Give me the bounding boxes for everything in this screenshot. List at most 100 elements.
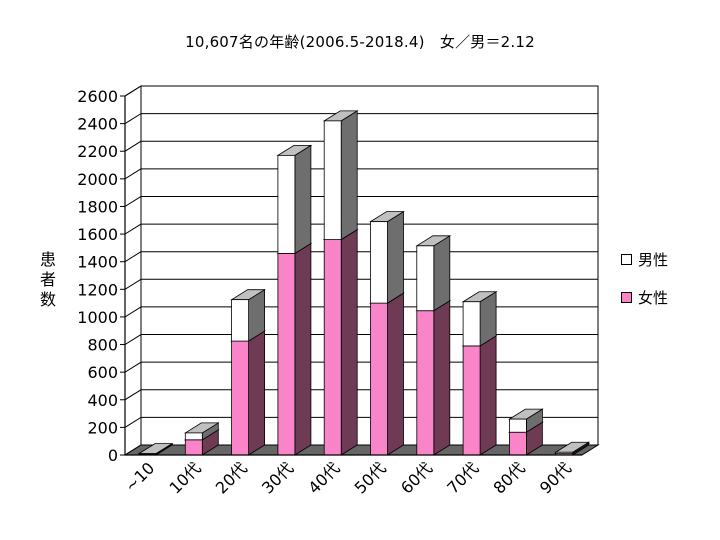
x-tick-label: 30代 [258, 458, 297, 497]
x-tick-label: 80代 [490, 458, 529, 497]
side-wall [124, 85, 142, 456]
x-tick-label: 60代 [397, 458, 436, 497]
gridline-side [124, 361, 142, 373]
bar-female-front [416, 310, 435, 456]
y-tick-label: 200 [87, 418, 118, 437]
bar-male-front [555, 451, 574, 455]
x-tick-label: ~10 [121, 458, 158, 495]
y-axis-label-text: 患者数 [39, 250, 56, 309]
bar-female-side [248, 330, 266, 456]
bar-male-front [462, 301, 481, 347]
x-tick-label: 50代 [351, 458, 390, 497]
bar-male-side [294, 144, 312, 255]
gridline-side [124, 223, 142, 235]
gridline-side [124, 306, 142, 318]
bar-female [230, 330, 266, 456]
bar-male-front [184, 432, 203, 441]
chart-walls [124, 85, 599, 456]
bar-male-front [323, 120, 342, 240]
y-tick-label: 2400 [77, 115, 118, 134]
bar-female-side [433, 299, 451, 456]
bar-male-side [387, 210, 404, 304]
bar-female-front [508, 431, 527, 456]
bar-male [230, 288, 266, 342]
bar-male-front [138, 453, 157, 455]
legend: 男性 女性 [621, 249, 668, 325]
gridline-side [124, 416, 142, 428]
bar-female-side [387, 292, 404, 456]
x-tick-label: 90代 [536, 458, 575, 497]
bar-female [461, 335, 498, 456]
bar-male [137, 442, 174, 456]
back-wall [140, 85, 599, 446]
y-tick-label: 1800 [77, 197, 118, 216]
bar-male [369, 210, 405, 304]
gridline-side [124, 278, 142, 290]
bar-female-front [231, 340, 250, 456]
y-tick-label: 0 [108, 446, 118, 465]
bar-male [508, 408, 544, 433]
bar-male-side [433, 235, 451, 312]
bar-male [276, 144, 313, 255]
bar-female-front [370, 302, 388, 456]
bar-male [461, 291, 498, 347]
bar-male-front [277, 154, 296, 254]
y-tick-label: 800 [87, 336, 118, 355]
bars [137, 110, 591, 456]
bar-male [183, 422, 220, 441]
legend-item-female: 女性 [621, 287, 668, 307]
y-tick-label: 1600 [77, 225, 118, 244]
y-tick-label: 1200 [77, 280, 118, 299]
bar-female-front [277, 253, 296, 456]
bar-male [322, 110, 359, 241]
legend-item-male: 男性 [621, 249, 668, 269]
x-tick-label: 40代 [304, 458, 343, 497]
bar-female-front [323, 239, 342, 456]
axes [120, 95, 582, 456]
gridline-side [124, 85, 142, 97]
bar-female-side [479, 335, 497, 456]
y-tick-label: 400 [87, 391, 118, 410]
legend-swatch-female [621, 291, 632, 303]
gridline-side [124, 334, 142, 345]
legend-label-female: 女性 [638, 288, 669, 307]
y-tick-label: 1400 [77, 253, 118, 272]
y-tick-label: 2200 [77, 142, 118, 161]
bar-female-front [184, 439, 203, 456]
y-tick-label: 600 [87, 363, 118, 382]
gridline-side [124, 113, 142, 125]
bar-female [415, 299, 452, 456]
legend-label-male: 男性 [638, 250, 669, 269]
gridline-side [124, 196, 142, 207]
bar-male-front [370, 221, 388, 304]
bar-female-side [294, 242, 312, 456]
bar-male-front [416, 245, 435, 312]
chart-title: 10,607名の年齢(2006.5-2018.4) 女／男＝2.12 [185, 33, 535, 51]
y-axis-label: 患者数 [37, 250, 59, 310]
legend-swatch-male [621, 253, 632, 265]
y-tick-label: 2600 [77, 87, 118, 106]
gridline-side [124, 251, 142, 263]
bar-male-side [340, 110, 358, 241]
x-tick-labels: ~10 10代 20代 30代 40代 50代 60代 70代 80代 90代 [121, 458, 575, 497]
gridline-side [124, 168, 142, 180]
gridlines [124, 85, 598, 428]
bar-male [415, 235, 452, 312]
gridline-side [124, 140, 142, 152]
bar-female [322, 228, 359, 456]
gridline-side [124, 389, 142, 401]
bar-female-front [462, 345, 481, 456]
bar-male-front [231, 299, 250, 342]
x-tick-label: 10代 [165, 458, 204, 497]
bar-male [554, 441, 591, 455]
y-tick-labels: 0 200 400 600 800 1000 1200 1400 1600 1800 2000 220… [77, 87, 118, 465]
x-tick-label: 20代 [212, 458, 251, 497]
x-tick-label: 70代 [443, 458, 482, 497]
bar-male-front [508, 418, 527, 433]
y-tick-label: 2000 [77, 170, 118, 189]
y-tick-label: 1000 [77, 308, 118, 327]
bar-female-side [340, 228, 358, 456]
bar-female [369, 292, 405, 456]
bar-female [276, 242, 313, 456]
